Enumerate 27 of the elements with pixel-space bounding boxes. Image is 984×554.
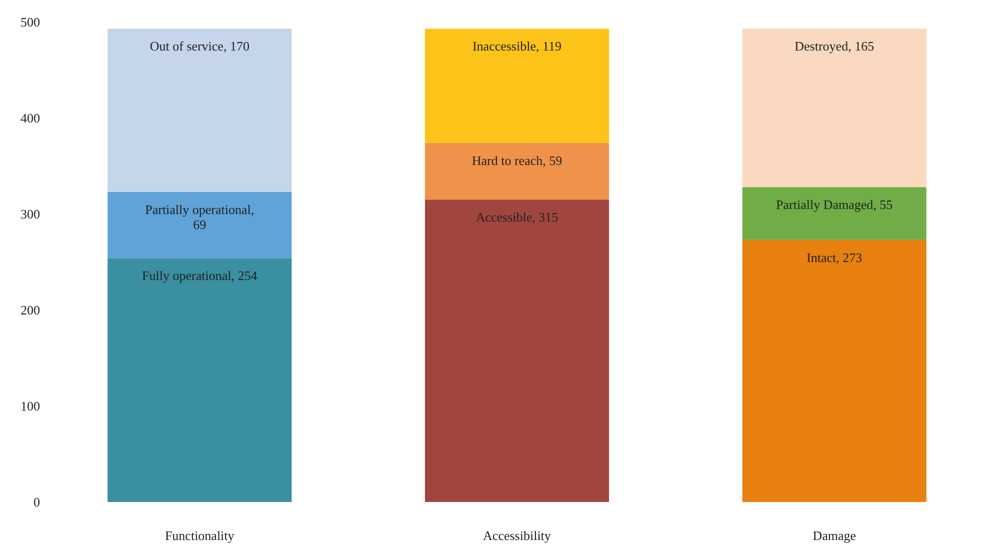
y-tick-label: 200 xyxy=(20,302,40,318)
data-label: Inaccessible, 119 xyxy=(472,38,562,54)
bar xyxy=(424,200,610,502)
x-tick-label: Damage xyxy=(812,528,856,543)
bar xyxy=(108,28,292,192)
x-tick-label: Functionality xyxy=(164,528,235,543)
bar xyxy=(424,28,610,143)
data-label: Accessible, 315 xyxy=(476,210,558,225)
data-label: Partially operational, 69 xyxy=(145,202,254,232)
bar xyxy=(742,28,926,188)
bar xyxy=(424,142,610,200)
bar xyxy=(108,258,292,502)
y-tick-label: 400 xyxy=(20,110,40,126)
data-label: Partially Damaged, 55 xyxy=(776,197,893,212)
y-tick-label: 100 xyxy=(20,398,40,414)
bar xyxy=(742,240,926,502)
data-label: Fully operational, 254 xyxy=(142,268,258,284)
y-tick-label: 0 xyxy=(34,494,40,510)
bar xyxy=(742,187,926,240)
bar xyxy=(108,192,292,258)
data-label: Destroyed, 165 xyxy=(794,38,874,54)
y-tick-label: 300 xyxy=(20,206,40,222)
data-label: Intact, 273 xyxy=(806,250,862,265)
y-tick-label: 500 xyxy=(20,14,40,30)
data-label: Out of service, 170 xyxy=(150,38,250,54)
data-label: Hard to reach, 59 xyxy=(472,152,562,168)
x-tick-label: Accessibility xyxy=(483,528,552,543)
